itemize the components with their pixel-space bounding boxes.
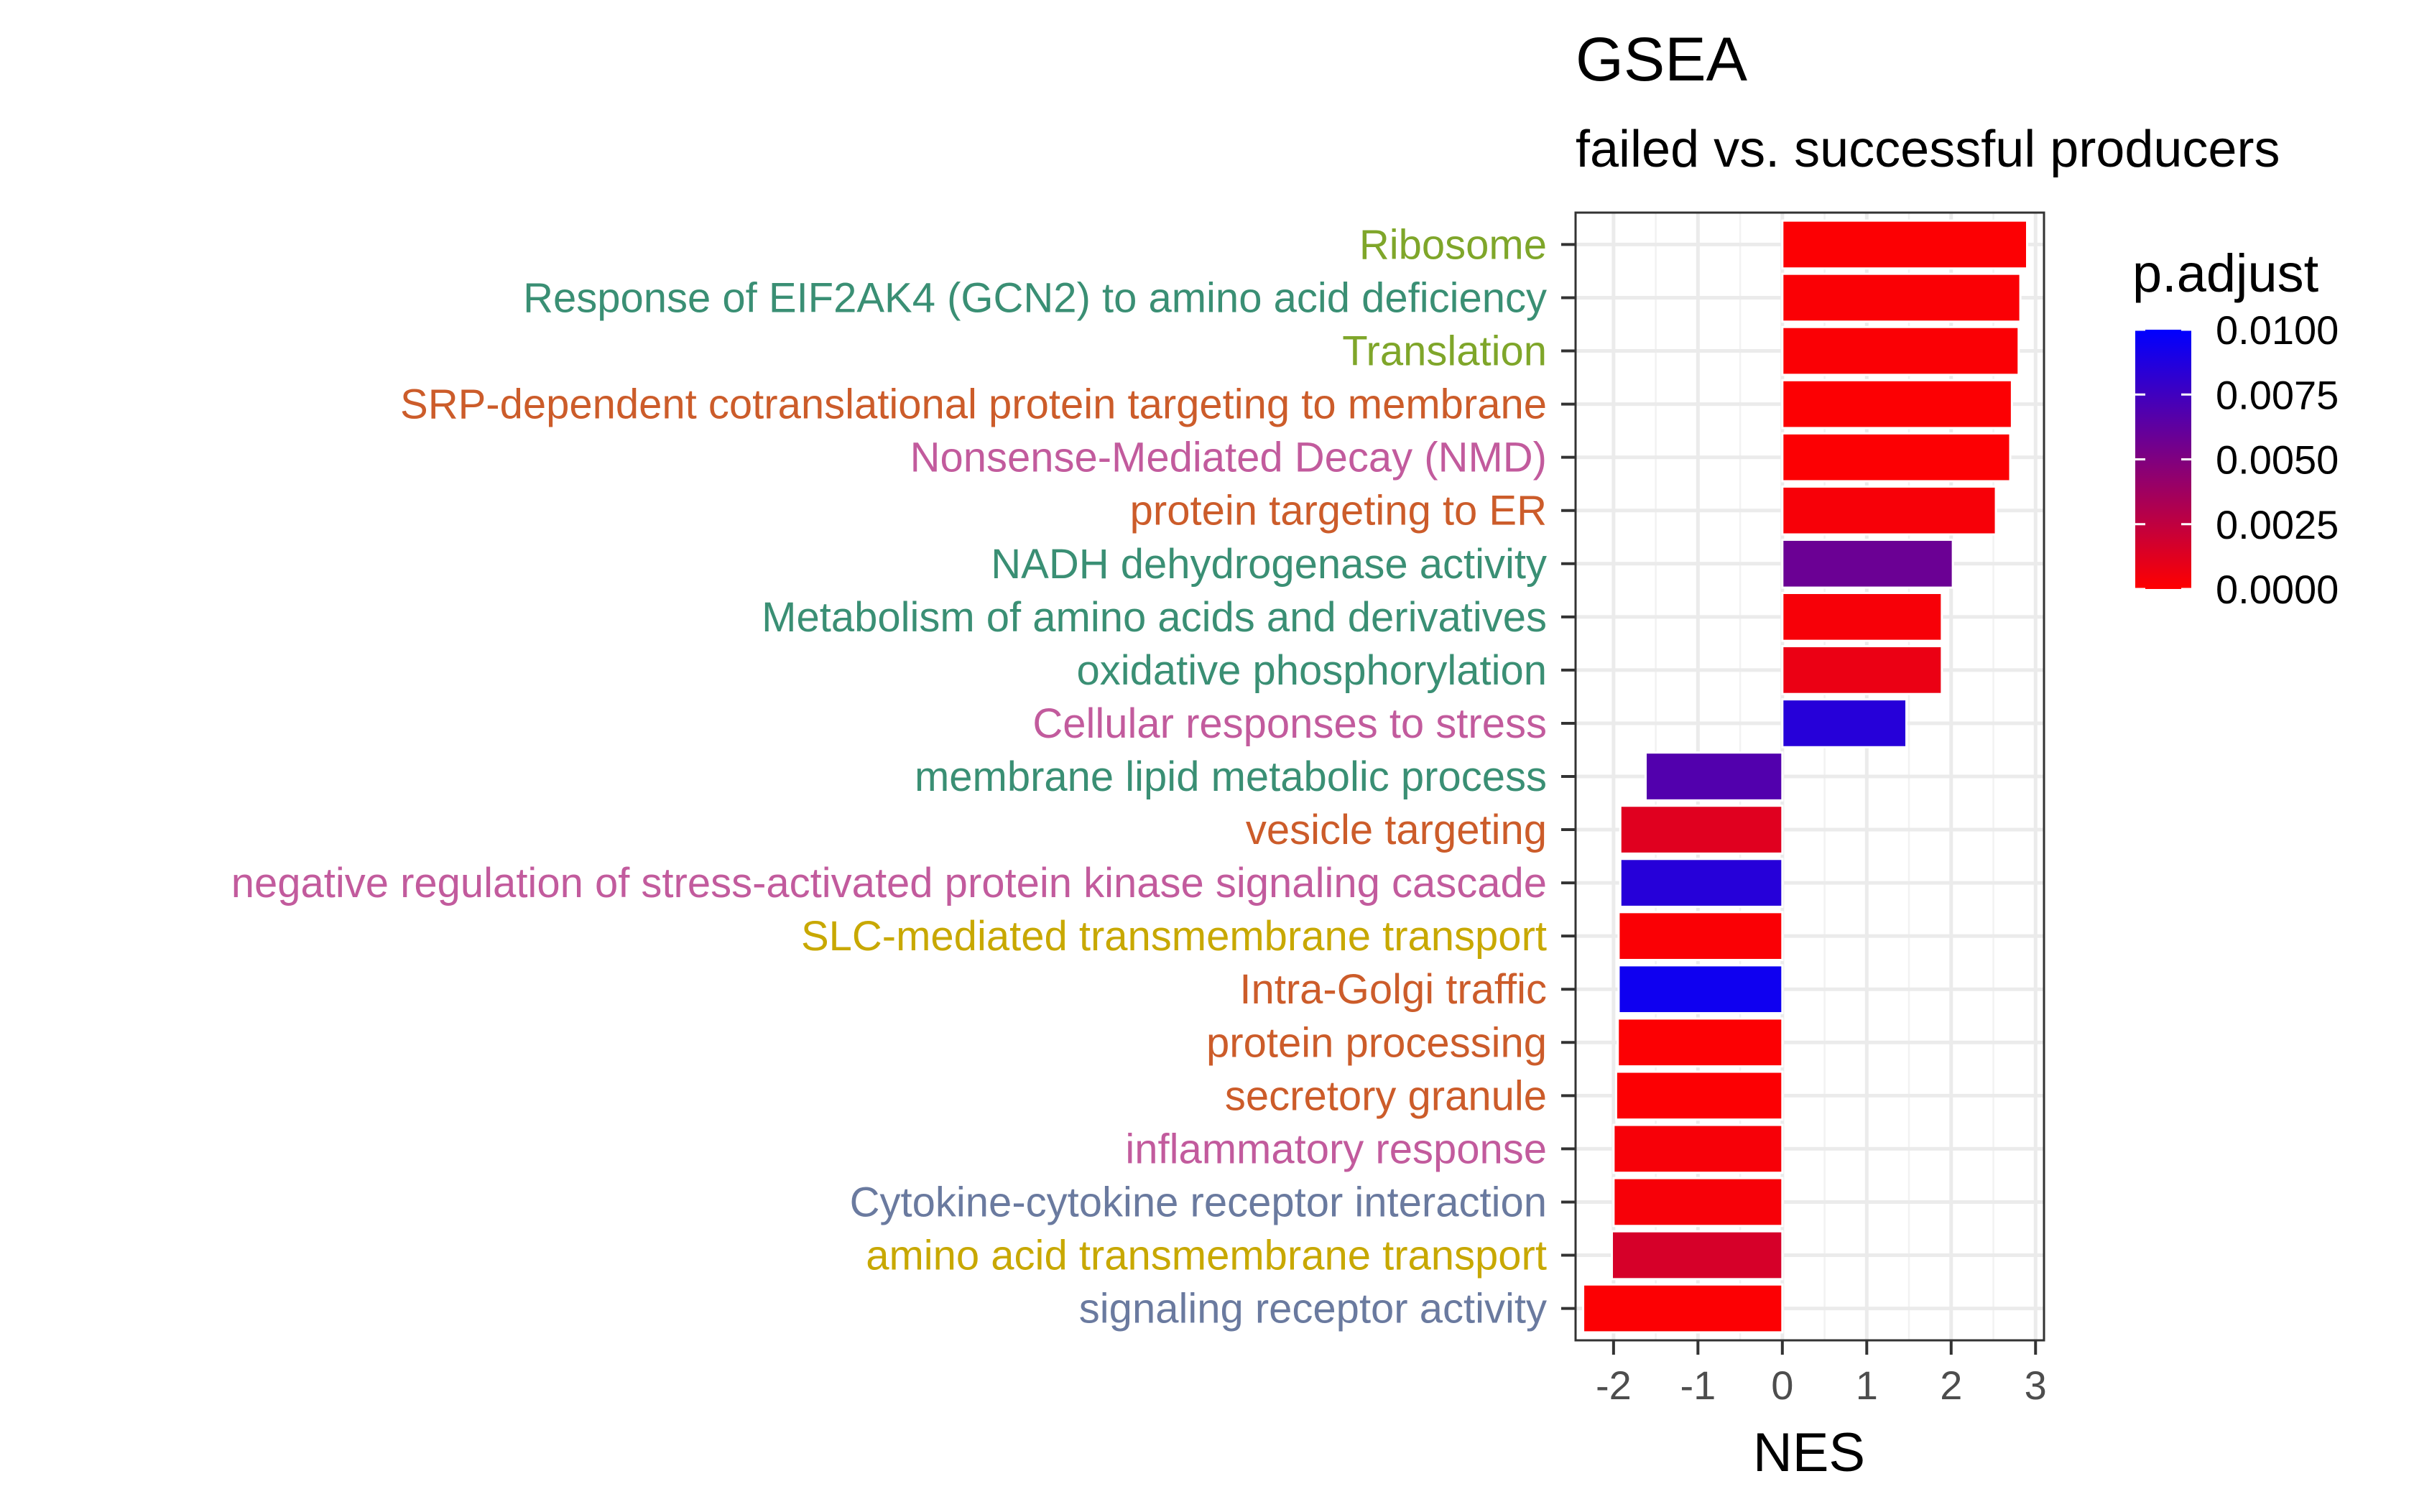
- bar-20: [1582, 1283, 1784, 1334]
- x-tick-label: -1: [1680, 1363, 1716, 1408]
- bar-17: [1612, 1123, 1784, 1174]
- x-axis-title: NES: [1753, 1422, 1865, 1483]
- x-tick-label: 3: [2025, 1363, 2047, 1408]
- bar-12: [1619, 858, 1784, 908]
- bar-14: [1617, 964, 1784, 1015]
- y-tick-label: signaling receptor activity: [1079, 1286, 1547, 1332]
- y-tick-label: secretory granule: [1225, 1072, 1547, 1119]
- bar-7: [1781, 592, 1943, 642]
- x-tick-label: 1: [1856, 1363, 1878, 1408]
- legend-tick-label: 0.0075: [2216, 372, 2339, 417]
- y-tick-label: Cytokine-cytokine receptor interaction: [850, 1179, 1547, 1225]
- y-tick-label: inflammatory response: [1125, 1126, 1547, 1172]
- bar-15: [1617, 1017, 1784, 1068]
- legend-tick-label: 0.0050: [2216, 437, 2339, 483]
- y-tick-label: vesicle targeting: [1246, 807, 1547, 853]
- x-tick-label: 2: [1940, 1363, 1962, 1408]
- bar-10: [1645, 751, 1784, 802]
- y-tick-label: Translation: [1342, 328, 1547, 375]
- y-tick-label: SLC-mediated transmembrane transport: [801, 913, 1547, 960]
- bar-8: [1781, 645, 1943, 695]
- bar-18: [1612, 1177, 1784, 1228]
- chart-subtitle: failed vs. successful producers: [1576, 121, 2280, 178]
- chart-title: GSEA: [1576, 25, 1748, 94]
- legend: p.adjust 0.0100 0.0075 0.0050 0.0025 0.0000: [2132, 244, 2339, 612]
- bar-5: [1781, 485, 1997, 536]
- x-tick-label: 0: [1771, 1363, 1793, 1408]
- bar-0: [1781, 219, 2029, 270]
- y-tick-label: Nonsense-Mediated Decay (NMD): [910, 435, 1547, 481]
- y-tick-label: Intra-Golgi traffic: [1239, 966, 1547, 1013]
- legend-tick-label: 0.0025: [2216, 502, 2339, 547]
- bar-19: [1611, 1230, 1784, 1281]
- bar-16: [1614, 1070, 1784, 1121]
- legend-tick-label: 0.0100: [2216, 307, 2339, 353]
- y-tick-label: NADH dehydrogenase activity: [991, 541, 1547, 588]
- bar-9: [1781, 698, 1908, 748]
- y-tick-label: SRP-dependent cotranslational protein ta…: [400, 381, 1547, 428]
- y-tick-label: membrane lipid metabolic process: [915, 753, 1547, 800]
- y-tick-label: Metabolism of amino acids and derivative…: [762, 594, 1547, 641]
- y-axis: Ribosome Response of EIF2AK4 (GCN2) to am…: [231, 221, 1576, 1332]
- y-tick-label: Ribosome: [1359, 221, 1547, 268]
- y-tick-label: Cellular responses to stress: [1032, 700, 1547, 747]
- bar-3: [1781, 379, 2013, 430]
- legend-title: p.adjust: [2132, 244, 2319, 303]
- legend-tick-label: 0.0000: [2216, 567, 2339, 612]
- x-tick-label: -2: [1596, 1363, 1632, 1408]
- bar-6: [1781, 538, 1954, 589]
- y-tick-label: amino acid transmembrane transport: [866, 1233, 1547, 1279]
- y-tick-label: protein processing: [1206, 1019, 1547, 1066]
- bar-4: [1781, 432, 2012, 483]
- x-axis: -2 -1 0 1 2 3: [1596, 1340, 2047, 1408]
- bars: [1582, 219, 2029, 1334]
- bar-2: [1781, 325, 2020, 376]
- y-tick-label: negative regulation of stress-activated …: [231, 860, 1547, 906]
- y-tick-label: oxidative phosphorylation: [1076, 647, 1547, 694]
- bar-13: [1617, 911, 1784, 961]
- y-tick-label: Response of EIF2AK4 (GCN2) to amino acid…: [523, 274, 1547, 321]
- bar-1: [1781, 272, 2022, 323]
- bar-11: [1619, 804, 1784, 855]
- y-tick-label: protein targeting to ER: [1130, 488, 1547, 534]
